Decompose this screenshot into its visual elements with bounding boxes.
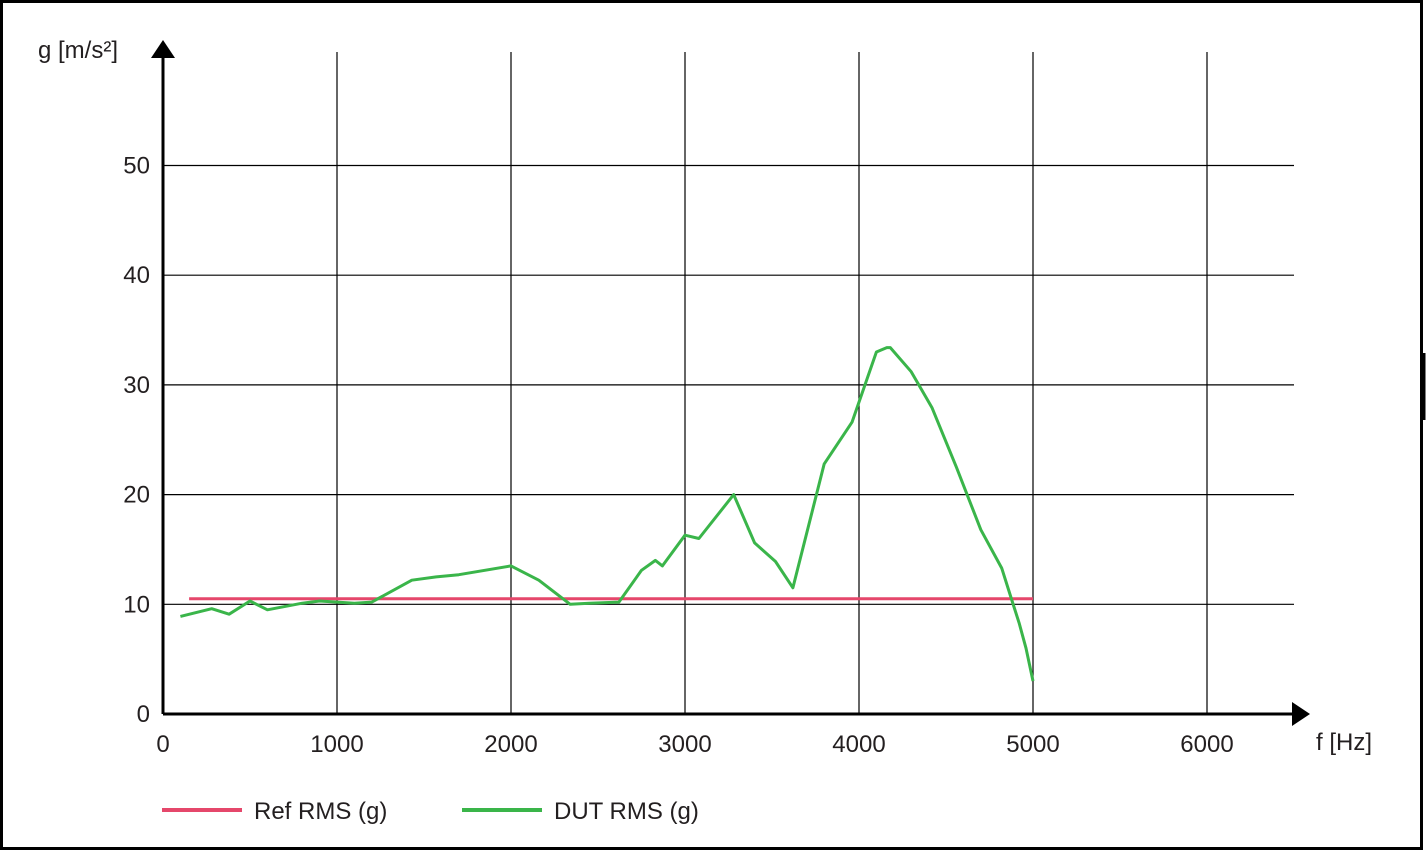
x-tick-label: 5000: [1006, 731, 1059, 758]
y-tick-label: 30: [123, 372, 150, 399]
y-axis-arrow: [151, 40, 175, 58]
legend-label-ref: Ref RMS (g): [254, 798, 387, 825]
y-tick-label: 10: [123, 591, 150, 618]
grid: [163, 52, 1294, 714]
x-axis-label: f [Hz]: [1316, 729, 1372, 756]
axes: [151, 40, 1310, 726]
x-tick-label: 4000: [832, 731, 885, 758]
y-tick-label: 40: [123, 262, 150, 289]
x-tick-label: 1000: [310, 731, 363, 758]
y-tick-label: 20: [123, 482, 150, 509]
y-tick-label: 0: [137, 701, 150, 728]
x-axis-arrow: [1292, 702, 1310, 726]
x-tick-label: 0: [156, 731, 169, 758]
x-tick-label: 6000: [1180, 731, 1233, 758]
y-axis-label: g [m/s²]: [38, 37, 118, 64]
tick-labels: 0 1000 2000 3000 4000 5000 6000 0 10 20 30 40 50: [123, 153, 1233, 759]
x-tick-label: 3000: [658, 731, 711, 758]
legend-item-dut: DUT RMS (g): [462, 798, 699, 825]
y-tick-label: 50: [123, 153, 150, 180]
legend: Ref RMS (g) DUT RMS (g): [162, 798, 699, 825]
x-tick-label: 2000: [484, 731, 537, 758]
legend-label-dut: DUT RMS (g): [554, 798, 699, 825]
legend-item-ref: Ref RMS (g): [162, 798, 387, 825]
series-layer: [180, 346, 1035, 682]
series-line-dut: [180, 346, 1035, 682]
